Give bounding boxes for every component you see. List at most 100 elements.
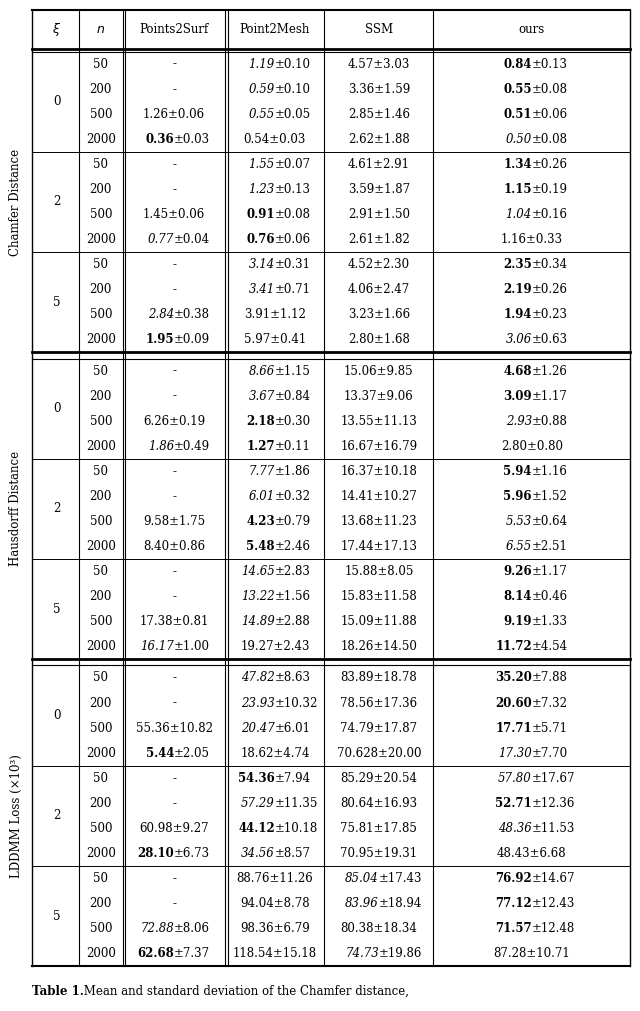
- Text: 2.35: 2.35: [503, 258, 532, 271]
- Text: ±10.32: ±10.32: [275, 697, 318, 710]
- Text: -: -: [172, 771, 176, 785]
- Text: ±0.79: ±0.79: [275, 515, 311, 528]
- Text: 19.27±2.43: 19.27±2.43: [240, 640, 310, 653]
- Text: 9.19: 9.19: [503, 616, 532, 628]
- Text: 5.48: 5.48: [246, 540, 275, 553]
- Text: 13.37±9.06: 13.37±9.06: [344, 389, 413, 402]
- Text: ±0.08: ±0.08: [275, 208, 311, 221]
- Text: 85.04: 85.04: [345, 872, 379, 885]
- Text: 98.36±6.79: 98.36±6.79: [240, 922, 310, 935]
- Text: -: -: [172, 389, 176, 402]
- Text: 200: 200: [90, 389, 112, 402]
- Text: -: -: [172, 58, 176, 71]
- Text: 83.96: 83.96: [345, 897, 379, 910]
- Text: ±5.71: ±5.71: [532, 722, 568, 735]
- Text: 0: 0: [53, 709, 61, 722]
- Text: 2.93: 2.93: [506, 415, 532, 428]
- Text: ±14.67: ±14.67: [532, 872, 575, 885]
- Text: 17.71: 17.71: [495, 722, 532, 735]
- Text: ±11.35: ±11.35: [275, 797, 318, 810]
- Text: 2.62±1.88: 2.62±1.88: [348, 132, 410, 146]
- Text: ±8.57: ±8.57: [275, 847, 311, 860]
- Text: 60.98±9.27: 60.98±9.27: [140, 822, 209, 835]
- Text: 6.01: 6.01: [248, 490, 275, 502]
- Text: 54.36: 54.36: [238, 771, 275, 785]
- Text: 23.93: 23.93: [241, 697, 275, 710]
- Text: ±10.18: ±10.18: [275, 822, 318, 835]
- Text: ±18.94: ±18.94: [379, 897, 422, 910]
- Text: 80.64±16.93: 80.64±16.93: [340, 797, 417, 810]
- Text: 50: 50: [93, 771, 108, 785]
- Text: SSM: SSM: [365, 23, 393, 35]
- Text: ±0.10: ±0.10: [275, 58, 311, 71]
- Text: ours: ours: [518, 23, 545, 35]
- Text: 13.22: 13.22: [241, 590, 275, 604]
- Text: -: -: [172, 490, 176, 502]
- Text: 0: 0: [53, 95, 61, 108]
- Text: 17.38±0.81: 17.38±0.81: [140, 616, 209, 628]
- Text: ±2.88: ±2.88: [275, 616, 310, 628]
- Text: 2000: 2000: [86, 640, 116, 653]
- Text: 0.54±0.03: 0.54±0.03: [244, 132, 306, 146]
- Text: 2.91±1.50: 2.91±1.50: [348, 208, 410, 221]
- Text: ±0.84: ±0.84: [275, 389, 311, 402]
- Text: -: -: [172, 283, 176, 296]
- Text: 18.26±14.50: 18.26±14.50: [340, 640, 417, 653]
- Text: 50: 50: [93, 365, 108, 377]
- Text: 87.28±10.71: 87.28±10.71: [493, 947, 570, 960]
- Text: 94.04±8.78: 94.04±8.78: [240, 897, 310, 910]
- Text: 83.89±18.78: 83.89±18.78: [340, 671, 417, 684]
- Text: 50: 50: [93, 58, 108, 71]
- Text: 16.17: 16.17: [140, 640, 174, 653]
- Text: 2.18: 2.18: [246, 415, 275, 428]
- Text: 2.80±0.80: 2.80±0.80: [501, 440, 563, 453]
- Text: 20.47: 20.47: [241, 722, 275, 735]
- Text: 4.68: 4.68: [503, 365, 532, 377]
- Text: 1.45±0.06: 1.45±0.06: [143, 208, 205, 221]
- Text: ±0.05: ±0.05: [275, 108, 311, 120]
- Text: 5: 5: [53, 296, 61, 308]
- Text: 2.85±1.46: 2.85±1.46: [348, 108, 410, 120]
- Text: 3.67: 3.67: [248, 389, 275, 402]
- Text: -: -: [172, 671, 176, 684]
- Text: 57.29: 57.29: [241, 797, 275, 810]
- Text: 47.82: 47.82: [241, 671, 275, 684]
- Text: ±0.08: ±0.08: [532, 132, 568, 146]
- Text: 6.55: 6.55: [506, 540, 532, 553]
- Text: 500: 500: [90, 616, 112, 628]
- Text: 4.61±2.91: 4.61±2.91: [348, 158, 410, 171]
- Text: ±1.00: ±1.00: [174, 640, 210, 653]
- Text: 9.26: 9.26: [503, 565, 532, 578]
- Text: ±12.48: ±12.48: [532, 922, 575, 935]
- Text: 14.89: 14.89: [241, 616, 275, 628]
- Text: 70.628±20.00: 70.628±20.00: [337, 747, 421, 759]
- Text: 88.76±11.26: 88.76±11.26: [237, 872, 313, 885]
- Text: 200: 200: [90, 283, 112, 296]
- Text: 3.14: 3.14: [248, 258, 275, 271]
- Text: 200: 200: [90, 490, 112, 502]
- Text: ±0.13: ±0.13: [275, 183, 311, 196]
- Text: 2: 2: [53, 502, 61, 516]
- Text: Table 1.: Table 1.: [32, 985, 84, 998]
- Text: 28.10: 28.10: [138, 847, 174, 860]
- Text: 77.12: 77.12: [495, 897, 532, 910]
- Text: 500: 500: [90, 308, 112, 321]
- Text: 4.06±2.47: 4.06±2.47: [348, 283, 410, 296]
- Text: ±0.64: ±0.64: [532, 515, 568, 528]
- Text: 16.37±10.18: 16.37±10.18: [340, 465, 417, 478]
- Text: 0.51: 0.51: [503, 108, 532, 120]
- Text: ±1.86: ±1.86: [275, 465, 311, 478]
- Text: 2.19: 2.19: [503, 283, 532, 296]
- Text: 2: 2: [53, 810, 61, 822]
- Text: ±1.15: ±1.15: [275, 365, 311, 377]
- Text: $n$: $n$: [96, 23, 106, 35]
- Text: 80.38±18.34: 80.38±18.34: [340, 922, 417, 935]
- Text: ±0.09: ±0.09: [174, 334, 210, 347]
- Text: 13.68±11.23: 13.68±11.23: [340, 515, 417, 528]
- Text: ±0.08: ±0.08: [532, 83, 568, 96]
- Text: LDDMM Loss (×10³): LDDMM Loss (×10³): [10, 754, 22, 878]
- Text: 500: 500: [90, 108, 112, 120]
- Text: 0: 0: [53, 402, 61, 416]
- Text: 8.14: 8.14: [503, 590, 532, 604]
- Text: 50: 50: [93, 258, 108, 271]
